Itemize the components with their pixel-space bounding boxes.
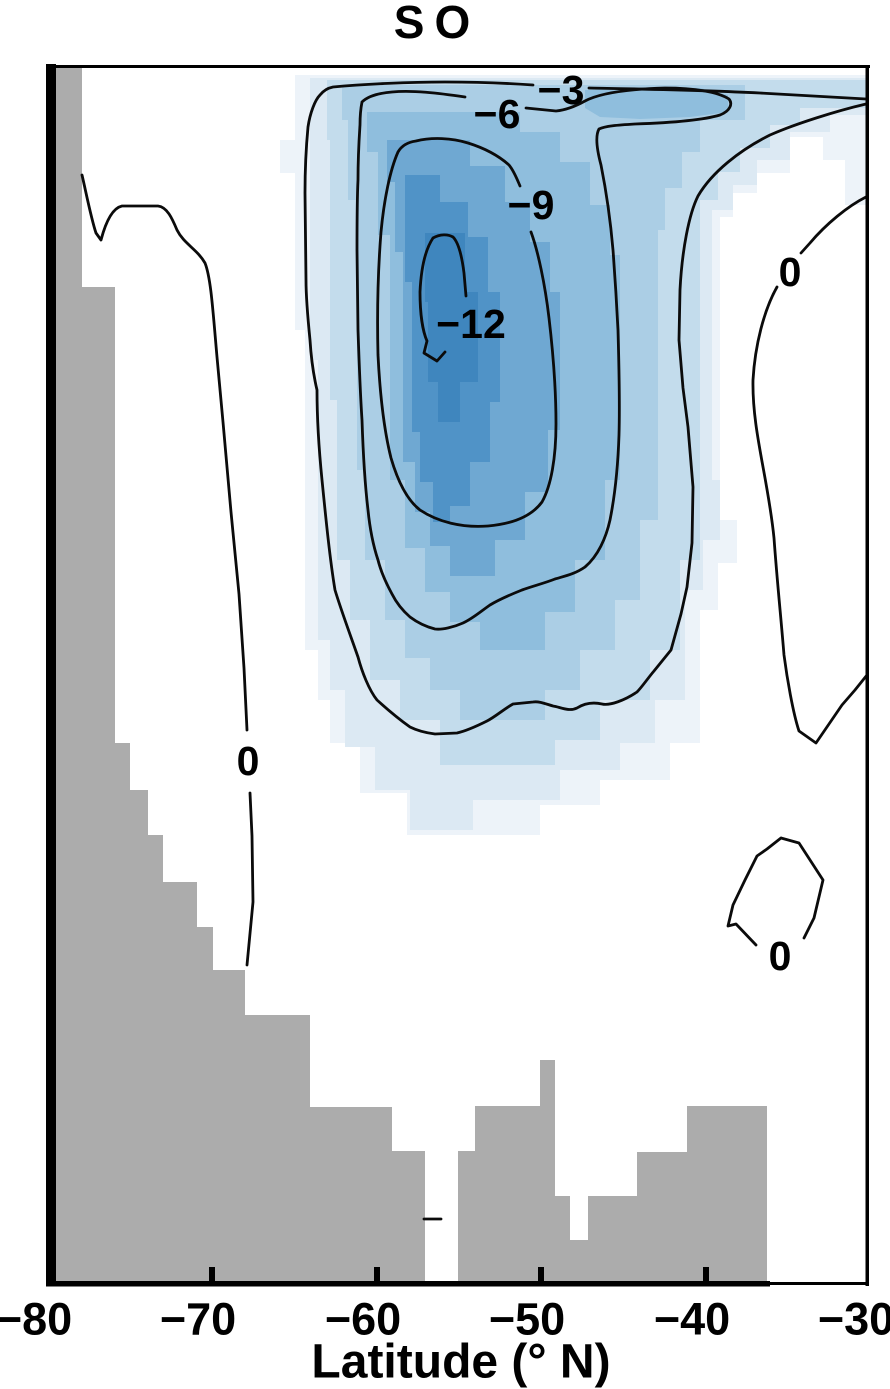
x-tick-labels: −80 −70 −60 −50 −40 −30 [0,1294,890,1345]
contour-neg9 [376,137,558,528]
x-tick-mark [209,1267,215,1282]
contour-label: −6 [474,91,521,137]
fill-region [585,87,728,119]
bathymetry-column [637,1152,687,1283]
x-axis-label: Latitude (° N) [311,1336,610,1389]
contour-labels: −3 −6 −9 −12 0 0 0 [237,67,802,979]
axis-spine-bottom-thick [46,1281,770,1287]
x-tick-mark [374,1267,380,1282]
axis-spine-top [46,65,870,68]
axis-spine-left [46,64,56,1286]
plot-title: SO [394,0,480,48]
bathymetry-column [458,1151,475,1283]
contour-0-right [751,195,869,745]
bathymetry-column [245,1015,310,1283]
bathymetry-column [115,743,130,1283]
bathymetry-column [555,1196,570,1283]
bathymetry-column [475,1106,540,1283]
bathymetry-column [392,1151,425,1283]
x-tick-mark [538,1267,544,1282]
x-tick-label: −80 [0,1294,72,1345]
bathymetry-column [163,882,197,1283]
x-tick-label: −40 [654,1294,730,1345]
x-tick-label: −70 [160,1294,236,1345]
contour-label: −12 [436,301,506,347]
bathymetry-column [570,1240,588,1283]
x-tick-label: −30 [818,1294,890,1345]
filled-contour-field [280,75,868,835]
bathymetry-column [130,790,148,1283]
x-tick-mark [703,1267,709,1282]
bathymetry-column [310,1107,392,1283]
bathymetry-column [197,927,213,1283]
bathymetry-column [56,68,82,1283]
contour-label: 0 [769,933,792,979]
contour-label: −9 [508,182,555,228]
contour-0-left [80,173,255,967]
contour-label: 0 [779,249,802,295]
contour-label: 0 [237,738,260,784]
bathymetry-column [588,1196,637,1283]
contour-lines [80,80,869,1221]
bathymetry-column [82,287,115,1283]
bathymetry-column [540,1060,555,1283]
bathymetry-column [148,835,163,1283]
x-tick-marks [209,1267,709,1282]
contour-neg3 [303,80,868,736]
bathymetry-column [213,970,245,1283]
axis-spine-bottom-thin [770,1282,869,1285]
x-tick-label: −60 [325,1294,401,1345]
x-tick-label: −50 [489,1294,565,1345]
contour-label: −3 [538,67,585,113]
bathymetry-column [687,1106,767,1283]
bathymetry-mask [56,68,767,1283]
contour-0-loop [726,836,825,947]
axis-spine-right [865,65,869,1286]
axes-spines [46,64,870,1287]
contour-neg12 [418,233,468,363]
contour-neg6 [355,86,733,631]
